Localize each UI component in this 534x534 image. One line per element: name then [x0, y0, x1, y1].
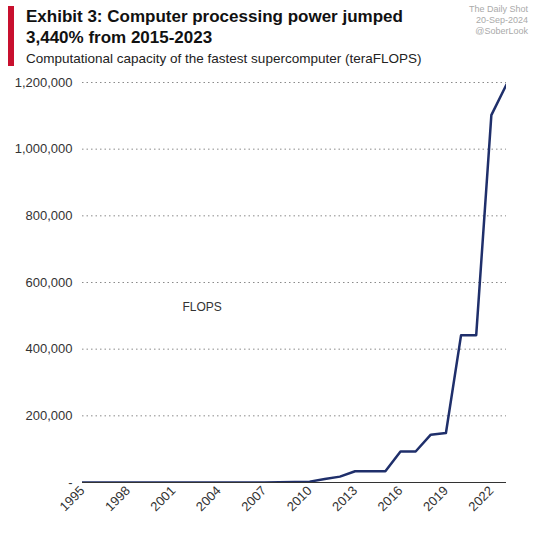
svg-text:2010: 2010	[284, 483, 315, 514]
svg-text:2019: 2019	[420, 483, 451, 514]
svg-text:1,200,000: 1,200,000	[15, 75, 73, 90]
html-text:@SoberLook: @SoberLook	[475, 26, 528, 36]
svg-text:2016: 2016	[375, 483, 406, 514]
html-text:20-Sep-2024: 20-Sep-2024	[476, 15, 528, 25]
svg-text:800,000: 800,000	[26, 208, 73, 223]
svg-text:1,000,000: 1,000,000	[15, 141, 73, 156]
svg-text:2007: 2007	[238, 483, 269, 514]
html-text:The Daily Shot: The Daily Shot	[469, 4, 528, 14]
svg-text:2022: 2022	[465, 483, 496, 514]
svg-text:1995: 1995	[57, 483, 88, 514]
svg-text:2001: 2001	[147, 483, 178, 514]
html-text:Computational capacity of the: Computational capacity of the fastest su…	[26, 51, 422, 66]
svg-text:1998: 1998	[102, 483, 133, 514]
svg-text:200,000: 200,000	[26, 408, 73, 423]
svg-text:2013: 2013	[329, 483, 360, 514]
html-text:Exhibit 3: Computer processing: Exhibit 3: Computer processing power jum…	[26, 7, 403, 47]
svg-text:400,000: 400,000	[26, 341, 73, 356]
svg-text:FLOPS: FLOPS	[183, 300, 222, 314]
svg-text:2004: 2004	[193, 483, 224, 514]
svg-text:600,000: 600,000	[26, 275, 73, 290]
